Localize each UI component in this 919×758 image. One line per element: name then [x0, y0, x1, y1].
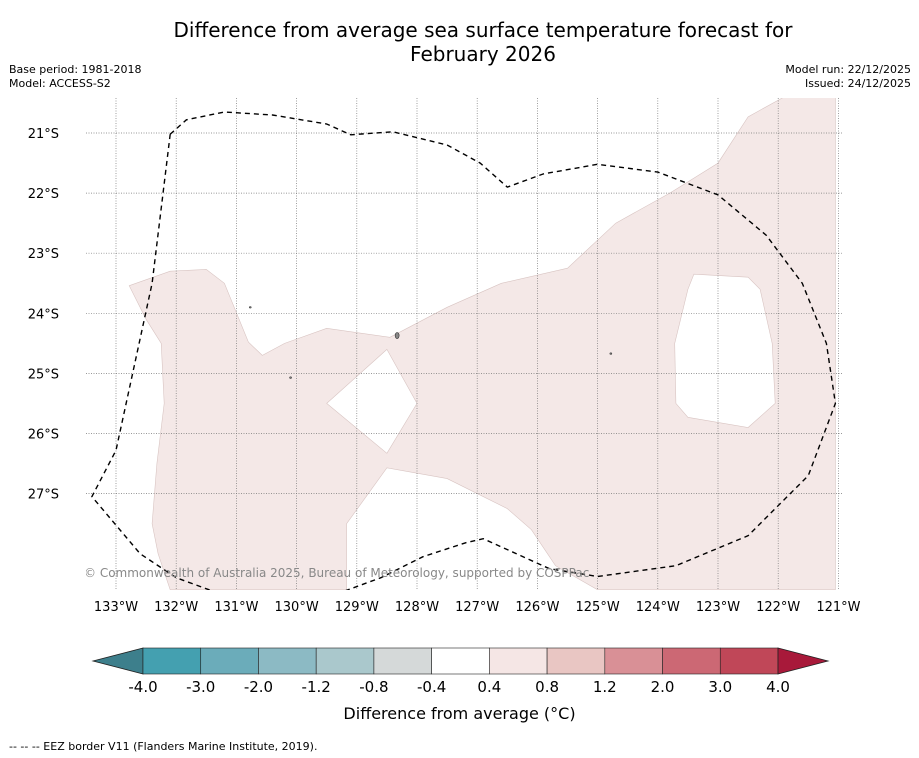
meta-left: Base period: 1981-2018 Model: ACCESS-S2	[9, 63, 141, 91]
longitude-label: 126°W	[515, 600, 559, 615]
island-marker	[609, 352, 613, 355]
colorbar-label: Difference from average (°C)	[343, 704, 576, 723]
colorbar-segment	[604, 647, 663, 675]
latitude-label: 26°S	[28, 428, 59, 443]
chart-title-line-1: Difference from average sea surface temp…	[173, 18, 793, 42]
longitude-label: 123°W	[696, 600, 740, 615]
model-name: Model: ACCESS-S2	[9, 77, 111, 90]
colorbar-over-arrow	[777, 647, 830, 675]
colorbar-tick-label: 1.2	[593, 678, 617, 696]
colorbar-segment	[489, 647, 548, 675]
colorbar-tick-label: -1.2	[302, 678, 331, 696]
latitude-label: 21°S	[28, 127, 59, 142]
copyright-text: © Commonwealth of Australia 2025, Bureau…	[84, 566, 589, 580]
map-figure: © Commonwealth of Australia 2025, Bureau…	[28, 98, 861, 696]
chart-title: Difference from average sea surface temp…	[120, 18, 846, 66]
latitude-label: 23°S	[28, 247, 59, 262]
longitude-label: 121°W	[816, 600, 860, 615]
colorbar-tick-label: -4.0	[128, 678, 157, 696]
model-run: Model run: 22/12/2025	[785, 63, 911, 76]
longitude-label: 125°W	[576, 600, 620, 615]
longitude-label: 129°W	[335, 600, 379, 615]
colorbar-segment	[662, 647, 721, 675]
colorbar-segment	[315, 647, 375, 675]
latitude-label: 25°S	[28, 367, 59, 382]
colorbar-segment	[719, 647, 779, 675]
colorbar-tick-label: 4.0	[766, 678, 790, 696]
eez-border-line	[91, 111, 837, 590]
colorbar-tick-label: 0.4	[477, 678, 501, 696]
colorbar-tick-label: -3.0	[186, 678, 215, 696]
island-marker	[394, 332, 400, 339]
latitude-label: 24°S	[28, 307, 59, 322]
colorbar-tick-label: -0.8	[359, 678, 388, 696]
longitude-label: 132°W	[154, 600, 198, 615]
base-period: Base period: 1981-2018	[9, 63, 142, 76]
colorbar-segment	[431, 647, 490, 675]
meta-right: Model run: 22/12/2025 Issued: 24/12/2025	[785, 63, 911, 91]
colorbar-tick-label: 0.8	[535, 678, 559, 696]
map-plot-area: © Commonwealth of Australia 2025, Bureau…	[84, 98, 843, 590]
colorbar-segment	[373, 647, 432, 675]
colorbar-under-arrow	[91, 647, 144, 675]
colorbar-segment	[200, 647, 259, 675]
island-marker	[248, 306, 252, 309]
colorbar-tick-label: -0.4	[417, 678, 446, 696]
eez-footnote: -- -- -- EEZ border V11 (Flanders Marine…	[9, 740, 318, 753]
latitude-label: 27°S	[28, 488, 59, 503]
colorbar-segment	[142, 647, 202, 675]
colorbar-segment	[546, 647, 606, 675]
longitude-labels: 133°W 132°W 131°W 130°W 129°W 128°W 127°W 126°W…	[94, 600, 861, 615]
island-marker	[289, 376, 292, 379]
longitude-label: 122°W	[756, 600, 800, 615]
longitude-label: 130°W	[275, 600, 319, 615]
gridlines	[86, 98, 843, 590]
longitude-label: 133°W	[94, 600, 138, 615]
colorbar: -4.0 -3.0 -2.0 -1.2 -0.8 -0.4 0.4 0.8 1.2 2.0 3.0 4…	[91, 647, 830, 696]
colorbar-tick-label: 3.0	[708, 678, 732, 696]
latitude-labels: 21°S 22°S 23°S 24°S 25°S 26°S 27°S	[28, 127, 59, 503]
colorbar-tick-label: -2.0	[244, 678, 273, 696]
anomaly-region-warm	[128, 98, 836, 590]
longitude-label: 124°W	[636, 600, 680, 615]
longitude-label: 131°W	[214, 600, 258, 615]
longitude-label: 128°W	[395, 600, 439, 615]
colorbar-tick-label: 2.0	[651, 678, 675, 696]
latitude-label: 22°S	[28, 187, 59, 202]
issued-date: Issued: 24/12/2025	[804, 77, 911, 90]
chart-title-line-2: February 2026	[410, 42, 556, 66]
islands	[248, 306, 613, 379]
longitude-label: 127°W	[455, 600, 499, 615]
colorbar-segment	[258, 647, 317, 675]
